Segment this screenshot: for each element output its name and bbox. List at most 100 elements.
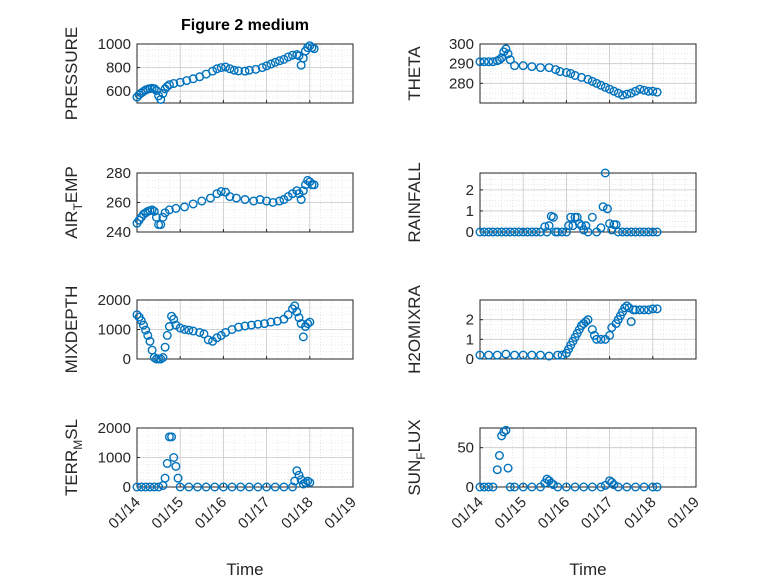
y-tick-label: 1000 bbox=[98, 322, 131, 339]
y-tick-label: 0 bbox=[123, 351, 131, 368]
y-tick-label: 800 bbox=[106, 60, 131, 77]
y-tick-label: 600 bbox=[106, 83, 131, 100]
data-point bbox=[583, 315, 593, 325]
data-point bbox=[492, 465, 502, 475]
y-tick-label: 0 bbox=[466, 479, 474, 496]
y-tick-label: 240 bbox=[106, 224, 131, 241]
data-point bbox=[234, 322, 244, 332]
subplot-sun-flux: 0 50 01/14 01/15 01/16 01/17 01/18 01/19 SUNFLUX bbox=[405, 419, 703, 532]
data-point bbox=[175, 77, 185, 87]
data-point bbox=[555, 67, 565, 77]
x-tick-label: 01/19 bbox=[664, 494, 703, 533]
data-point bbox=[199, 329, 209, 339]
y-axis-label-air-temp: AIRTEMP bbox=[62, 166, 85, 239]
data-point bbox=[171, 461, 181, 471]
data-point bbox=[501, 44, 511, 54]
y-tick-label: 0 bbox=[123, 479, 131, 496]
data-point bbox=[494, 55, 504, 65]
x-tick-label: 01/18 bbox=[278, 494, 317, 533]
data-point bbox=[639, 482, 649, 492]
data-point bbox=[270, 57, 280, 67]
data-point bbox=[501, 227, 511, 237]
data-point bbox=[309, 180, 319, 190]
data-point bbox=[218, 482, 228, 492]
data-point bbox=[160, 473, 170, 483]
data-point bbox=[596, 334, 606, 344]
data-point bbox=[540, 222, 550, 232]
data-point bbox=[270, 482, 280, 492]
data-point bbox=[136, 482, 146, 492]
x-tick-label: 01/17 bbox=[578, 494, 617, 533]
data-point bbox=[169, 79, 179, 89]
data-point bbox=[546, 478, 556, 488]
data-point bbox=[171, 203, 181, 213]
data-point bbox=[216, 186, 226, 196]
data-point bbox=[182, 76, 192, 86]
y-tick-label: 50 bbox=[457, 440, 474, 457]
data-point bbox=[173, 473, 183, 483]
y-tick-label: 1 bbox=[466, 203, 474, 220]
y-tick-label: 2 bbox=[466, 182, 474, 199]
data-point bbox=[141, 482, 151, 492]
series-terr-msl bbox=[132, 432, 315, 492]
subplot-theta: 280 290 300 THETA bbox=[405, 36, 697, 104]
data-point bbox=[188, 199, 198, 209]
data-point bbox=[613, 482, 623, 492]
data-point bbox=[240, 195, 250, 205]
data-point bbox=[652, 482, 662, 492]
data-point bbox=[164, 205, 174, 215]
data-point bbox=[184, 325, 194, 335]
data-point bbox=[643, 305, 653, 315]
data-point bbox=[523, 227, 533, 237]
series-mixdepth bbox=[132, 301, 315, 364]
data-point bbox=[283, 310, 293, 320]
data-point bbox=[583, 74, 593, 84]
data-point bbox=[479, 482, 489, 492]
data-point bbox=[169, 453, 179, 463]
data-point bbox=[544, 221, 554, 231]
data-point bbox=[275, 196, 285, 206]
data-point bbox=[639, 227, 649, 237]
data-point bbox=[294, 470, 304, 480]
data-point bbox=[497, 53, 507, 63]
series-air-temp bbox=[132, 175, 319, 230]
data-point bbox=[484, 57, 494, 67]
data-point bbox=[290, 301, 300, 311]
data-point bbox=[503, 463, 513, 473]
y-axis-label-terr-msl: TERRMSL bbox=[62, 419, 85, 496]
data-point bbox=[631, 482, 641, 492]
data-point bbox=[494, 451, 504, 461]
axes-box-theta bbox=[479, 43, 697, 104]
data-point bbox=[262, 196, 272, 206]
data-point bbox=[527, 482, 537, 492]
x-tick-label: 01/16 bbox=[192, 494, 231, 533]
series-pressure bbox=[132, 41, 319, 104]
data-point bbox=[234, 66, 244, 76]
data-point bbox=[164, 322, 174, 332]
y-tick-label: 300 bbox=[449, 36, 474, 53]
data-point bbox=[195, 327, 205, 337]
data-point bbox=[479, 227, 489, 237]
data-point bbox=[212, 189, 222, 199]
y-axis-label-h2omixra: H2OMIXRA bbox=[405, 284, 424, 373]
data-point bbox=[484, 227, 494, 237]
data-point bbox=[180, 325, 190, 335]
data-point bbox=[216, 63, 226, 73]
data-point bbox=[262, 61, 272, 71]
data-point bbox=[300, 478, 310, 488]
data-point bbox=[158, 353, 168, 363]
data-point bbox=[208, 66, 218, 76]
data-point bbox=[212, 64, 222, 74]
data-point bbox=[514, 227, 524, 237]
data-point bbox=[631, 227, 641, 237]
x-tick-label: 01/15 bbox=[148, 494, 187, 533]
x-tick-label: 01/14 bbox=[105, 494, 144, 533]
data-point bbox=[231, 193, 241, 203]
data-point bbox=[535, 350, 545, 360]
data-point bbox=[175, 482, 185, 492]
data-point bbox=[298, 332, 308, 342]
data-point bbox=[607, 477, 617, 487]
data-point bbox=[596, 482, 606, 492]
data-point bbox=[592, 78, 602, 88]
